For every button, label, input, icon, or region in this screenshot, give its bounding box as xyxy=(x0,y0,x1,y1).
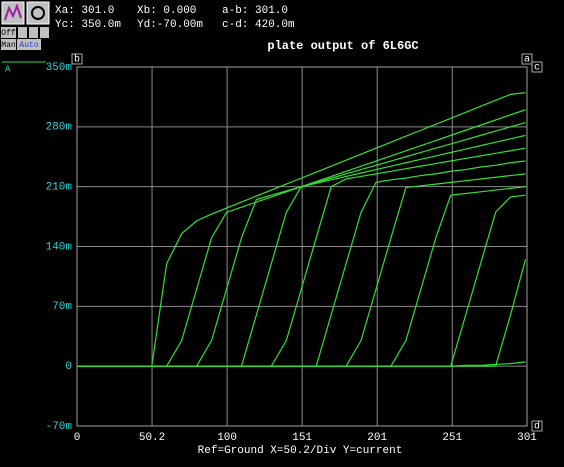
man-label: Man xyxy=(1,41,16,50)
graph-glyph xyxy=(4,3,22,21)
cursor-label: d xyxy=(534,421,540,433)
chart-title: plate output of 6L6GC xyxy=(267,39,418,53)
x-tick-label: 251 xyxy=(442,432,462,444)
x-tick-label: 201 xyxy=(367,432,387,444)
x-axis-label: Ref=Ground X=50.2/Div Y=current xyxy=(198,445,403,457)
plot-frame xyxy=(76,66,528,427)
y-tick-label: 210m xyxy=(46,182,73,194)
cursor-marker[interactable] xyxy=(521,53,533,65)
x-tick-label: 100 xyxy=(217,432,237,444)
y-tick-label: 70m xyxy=(52,301,72,313)
arrow-button[interactable] xyxy=(29,27,38,38)
refresh-glyph xyxy=(31,6,45,20)
auto-button[interactable] xyxy=(17,39,41,50)
readout: c-d: 420.0m xyxy=(222,19,295,31)
readout: Xa: 301.0 xyxy=(55,5,114,17)
auto-label: Auto xyxy=(19,41,38,50)
y-tick-label: 140m xyxy=(46,241,73,253)
man-button[interactable] xyxy=(1,39,16,50)
cursor-marker[interactable] xyxy=(71,53,83,65)
y-tick-label: 350m xyxy=(46,62,73,74)
arrow-button[interactable] xyxy=(18,27,27,38)
y-tick-label: 280m xyxy=(46,122,73,134)
cursor-marker[interactable] xyxy=(531,420,543,432)
readout: Yc: 350.0m xyxy=(55,19,121,31)
cursor-label: b xyxy=(74,54,80,66)
readout: Yd:-70.00m xyxy=(137,19,203,31)
cursor-label: a xyxy=(524,55,530,66)
cursor-label: c xyxy=(534,63,540,74)
readout: a-b: 301.0 xyxy=(222,5,288,17)
refresh-icon[interactable] xyxy=(26,1,50,25)
off-label: Off xyxy=(1,29,16,38)
graph-icon[interactable] xyxy=(1,1,25,25)
arrow-button[interactable] xyxy=(40,27,49,38)
x-tick-label: 50.2 xyxy=(139,432,165,444)
cursor-marker[interactable] xyxy=(531,61,543,73)
off-button[interactable] xyxy=(1,27,16,38)
curve xyxy=(77,361,526,367)
x-tick-label: 0 xyxy=(74,432,81,444)
legend-label: A xyxy=(5,64,11,74)
readout: Xb: 0.000 xyxy=(137,5,196,17)
y-tick-label: 0 xyxy=(65,361,72,373)
x-tick-label: 151 xyxy=(292,432,312,444)
y-tick-label: -70m xyxy=(46,421,73,433)
x-tick-label: 301 xyxy=(517,432,537,444)
